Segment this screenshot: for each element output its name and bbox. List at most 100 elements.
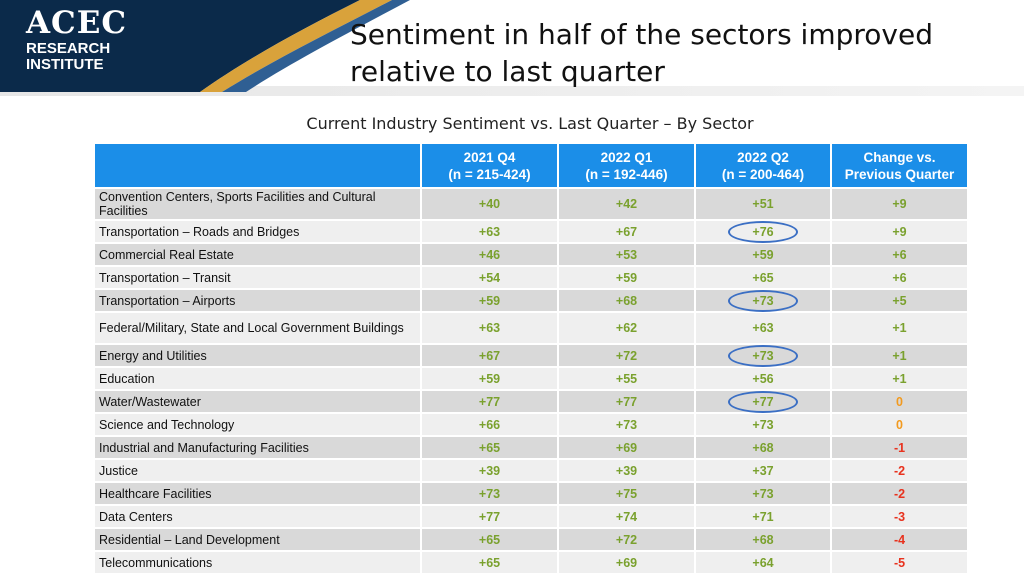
table-row: Transportation – Roads and Bridges +63 +67… [93, 220, 969, 244]
table-row: Residential – Land Development +65 +72 +68 -… [93, 528, 969, 552]
value-text: +68 [615, 293, 638, 308]
highlight-circle [728, 220, 798, 243]
table-row: Justice +39 +39 +37 -2 [93, 459, 969, 483]
sector-name-cell: Justice [93, 459, 422, 483]
value-text: +42 [615, 197, 638, 211]
value-cell-q2: +73 [694, 482, 832, 506]
table-row: Transportation – Transit +54 +59 +65 +6 [93, 266, 969, 290]
header-col-2021-q4: 2021 Q4 (n = 215-424) [420, 142, 559, 189]
slide-title-line-1: Sentiment in half of the sectors improve… [350, 18, 933, 51]
banner-swoosh-graphic [0, 0, 1024, 96]
slide-title: Sentiment in half of the sectors improve… [350, 16, 990, 90]
sector-name-cell: Commercial Real Estate [93, 243, 422, 267]
sector-name-cell: Transportation – Transit [93, 266, 422, 290]
table-row: Convention Centers, Sports Facilities an… [93, 188, 969, 221]
banner-navy-shape [0, 0, 360, 92]
sector-name-cell: Convention Centers, Sports Facilities an… [93, 188, 422, 221]
value-text: +65 [752, 270, 774, 285]
value-cell-q2: +76 [694, 220, 832, 244]
value-cell-q4: +59 [420, 289, 559, 313]
value-text: +77 [478, 509, 501, 524]
value-text: +65 [478, 440, 501, 455]
value-cell-q2: +63 [694, 312, 832, 345]
table-body: Convention Centers, Sports Facilities an… [93, 188, 969, 575]
sector-name-cell: Science and Technology [93, 413, 422, 437]
value-cell-q4: +40 [420, 188, 559, 221]
change-cell: +1 [830, 312, 969, 345]
sector-name-cell: Telecommunications [93, 551, 422, 575]
value-text: +59 [615, 270, 638, 285]
value-cell-q2: +51 [694, 188, 832, 221]
sector-name-cell: Healthcare Facilities [93, 482, 422, 506]
value-cell-q4: +77 [420, 505, 559, 529]
header-label: Change vs. [863, 149, 936, 165]
value-cell-q4: +63 [420, 220, 559, 244]
value-text: +73 [478, 486, 501, 501]
table-row: Education +59 +55 +56 +1 [93, 367, 969, 391]
value-cell-q2: +71 [694, 505, 832, 529]
value-text: +77 [478, 394, 501, 409]
value-cell-q1: +74 [557, 505, 696, 529]
table-header-row: 2021 Q4 (n = 215-424) 2022 Q1 (n = 192-446… [93, 142, 969, 189]
sector-name-cell: Transportation – Roads and Bridges [93, 220, 422, 244]
logo-research-text: RESEARCH [26, 40, 111, 57]
change-cell: -3 [830, 505, 969, 529]
sector-name-cell: Data Centers [93, 505, 422, 529]
value-text: +67 [615, 224, 638, 239]
banner-shadow-bar [0, 86, 1024, 96]
value-cell-q2: +59 [694, 243, 832, 267]
value-text: +54 [478, 270, 501, 285]
highlight-circle [728, 390, 798, 413]
value-cell-q1: +42 [557, 188, 696, 221]
header-col-2022-q2: 2022 Q2 (n = 200-464) [694, 142, 832, 189]
value-cell-q1: +77 [557, 390, 696, 414]
value-cell-q4: +65 [420, 528, 559, 552]
value-cell-q4: +46 [420, 243, 559, 267]
value-text: +73 [752, 417, 774, 432]
value-text: +51 [752, 197, 774, 211]
highlight-circle [728, 344, 798, 367]
change-cell: -5 [830, 551, 969, 575]
change-cell: 0 [830, 390, 969, 414]
sector-name-cell: Residential – Land Development [93, 528, 422, 552]
value-cell-q2: +64 [694, 551, 832, 575]
value-cell-q4: +67 [420, 344, 559, 368]
change-cell: -2 [830, 482, 969, 506]
value-text: +40 [478, 197, 501, 211]
value-text: +39 [615, 463, 638, 478]
value-cell-q2: +65 [694, 266, 832, 290]
value-cell-q1: +53 [557, 243, 696, 267]
value-text: +64 [752, 555, 774, 570]
value-cell-q1: +72 [557, 528, 696, 552]
value-cell-q4: +73 [420, 482, 559, 506]
header-sample-size: (n = 192-446) [585, 166, 668, 182]
value-text: +59 [478, 293, 501, 308]
header-banner: ACEC RESEARCH INSTITUTE [0, 0, 1024, 96]
header-col-change: Change vs. Previous Quarter [830, 142, 969, 189]
value-cell-q2: +56 [694, 367, 832, 391]
change-cell: +1 [830, 344, 969, 368]
value-text: +39 [478, 463, 501, 478]
sector-name-cell: Water/Wastewater [93, 390, 422, 414]
value-cell-q1: +69 [557, 551, 696, 575]
header-sample-size: (n = 200-464) [721, 166, 805, 182]
sentiment-table: 2021 Q4 (n = 215-424) 2022 Q1 (n = 192-446… [93, 142, 969, 575]
value-text: +73 [752, 486, 774, 501]
value-cell-q4: +65 [420, 551, 559, 575]
header-label-2: Previous Quarter [844, 166, 955, 182]
value-text: +55 [615, 371, 638, 386]
change-cell: +9 [830, 220, 969, 244]
header-sample-size: (n = 215-424) [448, 166, 531, 182]
change-cell: +1 [830, 367, 969, 391]
table-row: Federal/Military, State and Local Govern… [93, 312, 969, 345]
table-row: Water/Wastewater +77 +77 +77 0 [93, 390, 969, 414]
value-text: +75 [615, 486, 638, 501]
value-cell-q2: +68 [694, 528, 832, 552]
value-cell-q2: +77 [694, 390, 832, 414]
table-row: Science and Technology +66 +73 +73 0 [93, 413, 969, 437]
change-cell: +6 [830, 266, 969, 290]
value-cell-q1: +62 [557, 312, 696, 345]
sector-name-cell: Education [93, 367, 422, 391]
value-text: +65 [478, 555, 501, 570]
value-cell-q1: +39 [557, 459, 696, 483]
